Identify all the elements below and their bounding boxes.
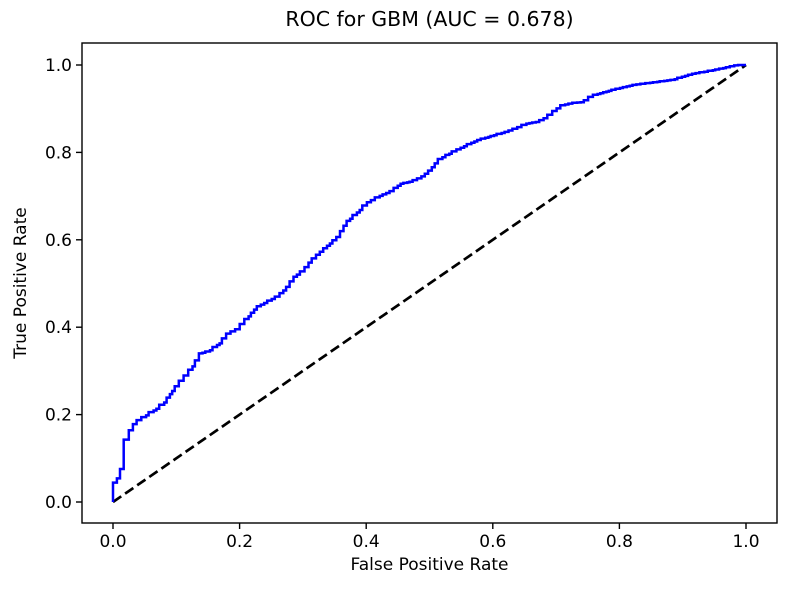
y-tick-label: 1.0 bbox=[45, 56, 72, 76]
x-tick-label: 0.4 bbox=[353, 532, 380, 552]
y-tick-label: 0.4 bbox=[45, 318, 72, 338]
y-tick-label: 0.0 bbox=[45, 493, 72, 513]
x-tick-label: 0.2 bbox=[226, 532, 253, 552]
y-tick-label: 0.2 bbox=[45, 406, 72, 426]
y-tick-label: 0.6 bbox=[45, 231, 72, 251]
chance-diagonal-line bbox=[112, 63, 747, 504]
x-axis-label: False Positive Rate bbox=[350, 555, 509, 575]
x-tick-label: 0.8 bbox=[606, 532, 633, 552]
plot-frame bbox=[81, 42, 778, 524]
x-tick-label: 0.6 bbox=[479, 532, 506, 552]
chart-title: ROC for GBM (AUC = 0.678) bbox=[285, 7, 574, 31]
x-tick-label: 1.0 bbox=[732, 532, 759, 552]
y-tick-label: 0.8 bbox=[45, 143, 72, 163]
x-tick-label: 0.0 bbox=[99, 532, 126, 552]
roc-curve-line bbox=[111, 63, 746, 502]
